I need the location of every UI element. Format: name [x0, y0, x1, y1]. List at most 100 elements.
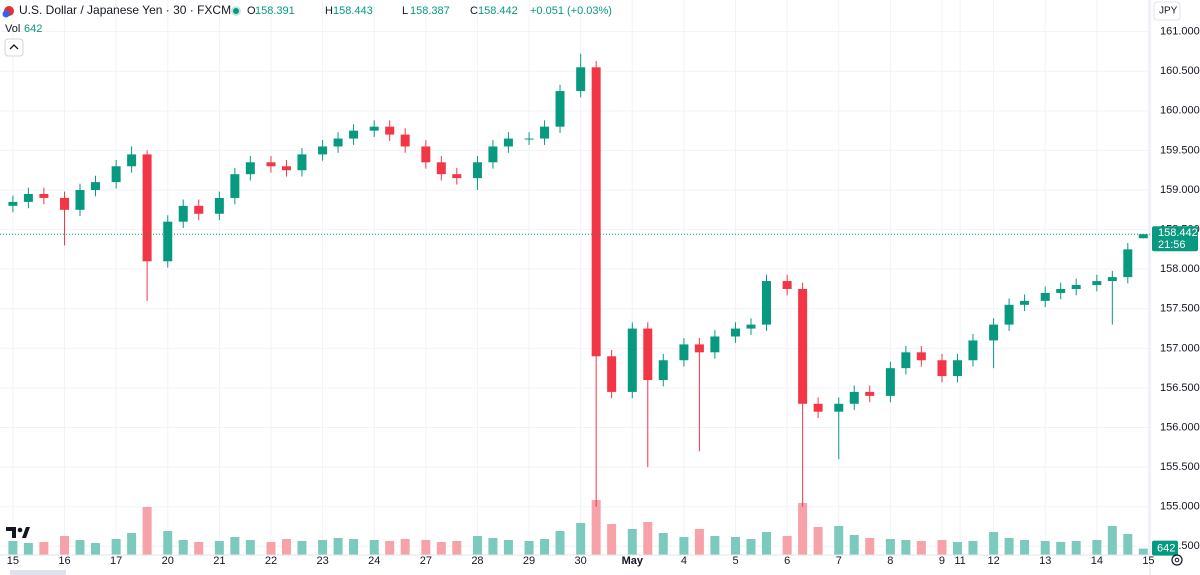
volume-bar: [436, 542, 446, 555]
volume-bar: [1056, 542, 1066, 555]
candle-body: [318, 146, 328, 155]
scrollbar[interactable]: [10, 570, 66, 575]
candle-body: [349, 130, 359, 139]
volume-bar: [472, 536, 482, 555]
settings-button[interactable]: [1171, 554, 1183, 566]
x-tick-label: 16: [58, 555, 70, 567]
candle-body: [555, 91, 565, 127]
collapse-button[interactable]: [4, 38, 24, 57]
candle-body: [472, 162, 482, 179]
candle-body: [710, 336, 720, 353]
candle-body: [245, 162, 255, 175]
currency-button[interactable]: [1153, 1, 1181, 21]
candle-body: [163, 221, 173, 262]
volume-bar: [1092, 540, 1102, 555]
volume-value: 642: [24, 23, 42, 35]
x-tick-label: 6: [784, 555, 790, 567]
change-label: +0.051 (+0.03%): [530, 5, 612, 17]
candle-body: [798, 288, 808, 404]
y-tick-label: 158.000: [1160, 263, 1200, 275]
volume-bar: [163, 531, 173, 555]
candle-body: [178, 205, 188, 222]
candle-body: [731, 328, 741, 337]
volume-bar: [798, 503, 808, 555]
x-tick-label: 7: [836, 555, 842, 567]
y-tick-label: 160.500: [1160, 65, 1200, 77]
candle-body: [75, 190, 85, 210]
candle-body: [643, 328, 653, 381]
volume-bar: [127, 533, 137, 555]
x-tick-label: 23: [316, 555, 328, 567]
ohlc-label: C: [470, 5, 478, 17]
x-tick-label: 4: [681, 555, 687, 567]
volume-bar: [266, 542, 276, 555]
ohlc-value: 158.387: [410, 5, 450, 17]
x-tick-label: 12: [987, 555, 999, 567]
x-tick-label: 13: [1039, 555, 1051, 567]
volume-bar: [591, 500, 601, 555]
candle-body: [60, 197, 70, 210]
ohlc-label: L: [402, 5, 408, 17]
x-tick-label: 27: [420, 555, 432, 567]
candle-body: [849, 391, 859, 404]
volume-bar: [576, 523, 586, 555]
x-tick-label: 20: [162, 555, 174, 567]
candle-body: [658, 360, 668, 381]
volume-bar: [1071, 541, 1081, 555]
volume-bar: [488, 538, 498, 555]
x-tick-label: 30: [575, 555, 587, 567]
candle-body: [1123, 249, 1133, 278]
candle-body: [607, 356, 617, 392]
candle-body: [865, 391, 875, 396]
candle-body: [194, 205, 204, 214]
candle-body: [952, 360, 962, 377]
candle-body: [524, 138, 534, 140]
ohlc-value: 158.443: [333, 5, 373, 17]
x-tick-label: 21: [213, 555, 225, 567]
volume-bar: [421, 540, 431, 555]
candle-body: [436, 162, 446, 175]
volume-tag-label: 642: [1157, 542, 1175, 554]
volume-bar: [214, 541, 224, 555]
candle-body: [369, 126, 379, 131]
volume-bar: [849, 535, 859, 555]
y-tick-label: 159.000: [1160, 184, 1200, 196]
volume-bar: [297, 541, 307, 555]
x-tick-label: May: [622, 555, 644, 567]
flag-icon: [2, 10, 10, 18]
candle-body: [1092, 281, 1102, 286]
y-tick-label: 157.500: [1160, 303, 1200, 315]
candle-body: [385, 126, 395, 135]
candle-body: [400, 134, 410, 147]
x-tick-label: 14: [1091, 555, 1103, 567]
candle-body: [230, 174, 240, 198]
volume-bar: [8, 541, 18, 555]
candle-body: [591, 67, 601, 357]
volume-bar: [643, 522, 653, 555]
candle-body: [576, 67, 586, 92]
currency-label: JPY: [1159, 6, 1178, 17]
candle-body: [488, 146, 498, 163]
x-tick-label: 15: [1142, 555, 1154, 567]
ohlc-value: 158.442: [478, 5, 518, 17]
volume-pane: [8, 500, 1148, 555]
volume-bar: [1020, 540, 1030, 555]
volume-bar: [937, 540, 947, 555]
volume-bar: [178, 540, 188, 555]
candle-body: [333, 138, 343, 147]
volume-label: Vol: [5, 23, 20, 35]
y-tick-label: 155.500: [1160, 461, 1200, 473]
candle-body: [297, 154, 307, 171]
volume-bar: [731, 537, 741, 555]
y-tick-label: 155.000: [1160, 501, 1200, 513]
volume-bar: [245, 540, 255, 555]
candle-body: [782, 281, 792, 289]
volume-bar: [1004, 538, 1014, 555]
volume-bar: [901, 540, 911, 555]
candle-body: [90, 182, 100, 191]
candle-body: [8, 201, 18, 206]
volume-bar: [90, 543, 100, 555]
x-tick-label: 28: [471, 555, 483, 567]
